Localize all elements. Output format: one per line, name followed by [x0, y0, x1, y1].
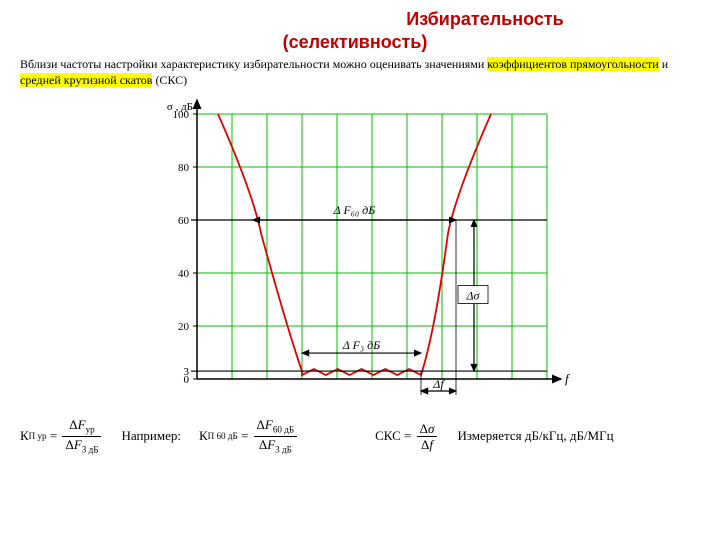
- highlight-sks: средней крутизной скатов: [20, 73, 152, 87]
- svg-text:3: 3: [184, 366, 190, 378]
- sks-eq: =: [404, 428, 411, 444]
- label-example: Например:: [121, 428, 181, 444]
- sks-frac: Δσ Δf: [417, 422, 438, 451]
- svg-text:Δ F₆₀ дБ: Δ F₆₀ дБ: [333, 203, 376, 217]
- formula-kpur: КП ур = ΔFур ΔF3 дБ: [20, 418, 103, 454]
- kp60-lhs-sub: П 60 дБ: [208, 431, 238, 441]
- svg-text:σ , дБ: σ , дБ: [167, 101, 193, 113]
- title-line2: (селективность): [10, 31, 700, 54]
- selectivity-chart: 0320406080100σ , дБfΔ F₆₀ дБΔ F₃ дБΔσΔf: [145, 96, 575, 406]
- kpur-frac: ΔFур ΔF3 дБ: [62, 418, 101, 454]
- svg-text:f: f: [565, 371, 571, 386]
- kpur-lhs: К: [20, 428, 29, 444]
- label-units: Измеряется дБ/кГц, дБ/МГц: [457, 428, 613, 444]
- svg-text:Δf: Δf: [432, 377, 445, 391]
- kpur-lhs-sub: П ур: [29, 431, 47, 441]
- svg-text:40: 40: [178, 268, 190, 280]
- svg-text:80: 80: [178, 162, 190, 174]
- kp60-frac: ΔF60 дБ ΔF3 дБ: [254, 418, 298, 454]
- chart-canvas: 0320406080100σ , дБfΔ F₆₀ дБΔ F₃ дБΔσΔf: [145, 96, 575, 406]
- title-line1: Избирательность: [406, 9, 563, 29]
- intro-mid: и: [659, 57, 668, 71]
- kp60-lhs: К: [199, 428, 208, 444]
- highlight-coeff: коэффициентов прямоугольности: [487, 57, 658, 71]
- svg-text:60: 60: [178, 215, 190, 227]
- formula-kp60: КП 60 дБ = ΔF60 дБ ΔF3 дБ: [199, 418, 299, 454]
- page-title: Избирательность (селективность): [20, 8, 700, 53]
- svg-text:20: 20: [178, 321, 190, 333]
- intro-pre: Вблизи частоты настройки характеристику …: [20, 57, 487, 71]
- intro-paragraph: Вблизи частоты настройки характеристику …: [20, 57, 700, 88]
- formula-row: КП ур = ΔFур ΔF3 дБ Например: КП 60 дБ =…: [20, 418, 700, 454]
- sks-lhs: СКС: [375, 428, 401, 444]
- intro-post: (СКС): [152, 73, 187, 87]
- kp60-eq: =: [241, 428, 248, 444]
- svg-text:Δ F₃ дБ: Δ F₃ дБ: [342, 338, 380, 352]
- formula-sks: СКС = Δσ Δf: [375, 422, 439, 451]
- kpur-eq: =: [50, 428, 57, 444]
- svg-text:Δσ: Δσ: [466, 289, 481, 303]
